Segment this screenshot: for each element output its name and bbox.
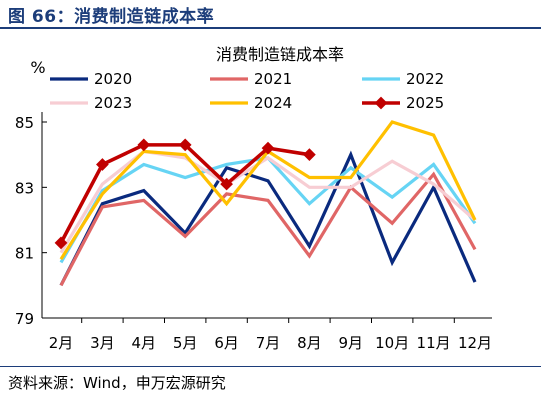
legend-label-2022: 2022: [406, 70, 444, 88]
chart-title: 消费制造链成本率: [216, 45, 344, 64]
y-tick-label: 81: [15, 245, 34, 263]
source-note: 资料来源：Wind，申万宏源研究: [8, 374, 226, 392]
series-point-2025: [54, 236, 68, 250]
source-divider: [0, 366, 541, 367]
axes: 79 81 83 85 2月 3月 4月 5月 6月 7月 8月 9月 10月 11月 12月: [15, 112, 492, 352]
series-line-2023: [59, 149, 477, 254]
x-tick-label: 11月: [417, 334, 451, 352]
x-tick-label: 5月: [173, 334, 198, 352]
x-tick-label: 9月: [339, 334, 364, 352]
x-tick-label: 2月: [49, 334, 74, 352]
legend-label-2021: 2021: [254, 70, 292, 88]
series-point-2025: [96, 158, 109, 171]
y-axis-unit: %: [30, 58, 45, 77]
series-point-2025: [178, 138, 192, 152]
series-line-2020: [59, 150, 477, 287]
legend-label-2025: 2025: [406, 94, 444, 112]
chart: 消费制造链成本率 % 2020 2021 2022 2023 2024 2025 79 81…: [15, 45, 492, 352]
series-point-2025: [137, 138, 151, 152]
legend-label-2024: 2024: [254, 94, 292, 112]
x-tick-label: 12月: [458, 334, 492, 352]
x-tick-label: 7月: [256, 334, 281, 352]
series-point-2025: [303, 148, 316, 162]
plot-area: [54, 120, 477, 287]
x-tick-label: 10月: [375, 334, 409, 352]
x-tick-label: 8月: [297, 334, 322, 352]
x-tick-label: 4月: [132, 334, 157, 352]
legend-label-2023: 2023: [94, 94, 132, 112]
x-tick-label: 3月: [90, 334, 115, 352]
legend-marker-2025: [374, 96, 388, 110]
y-tick-label: 85: [15, 114, 34, 132]
y-tick-label: 79: [15, 310, 34, 328]
series-point-2025: [261, 141, 275, 155]
legend-label-2020: 2020: [94, 70, 132, 88]
title-divider: [0, 27, 541, 29]
series-line-2021: [59, 171, 477, 287]
y-tick-label: 83: [15, 179, 34, 197]
series-point-2025: [220, 177, 233, 191]
legend: 2020 2021 2022 2023 2024 2025: [50, 70, 444, 112]
figure-title: 图 66：消费制造链成本率: [8, 7, 215, 27]
x-tick-label: 6月: [214, 334, 239, 352]
